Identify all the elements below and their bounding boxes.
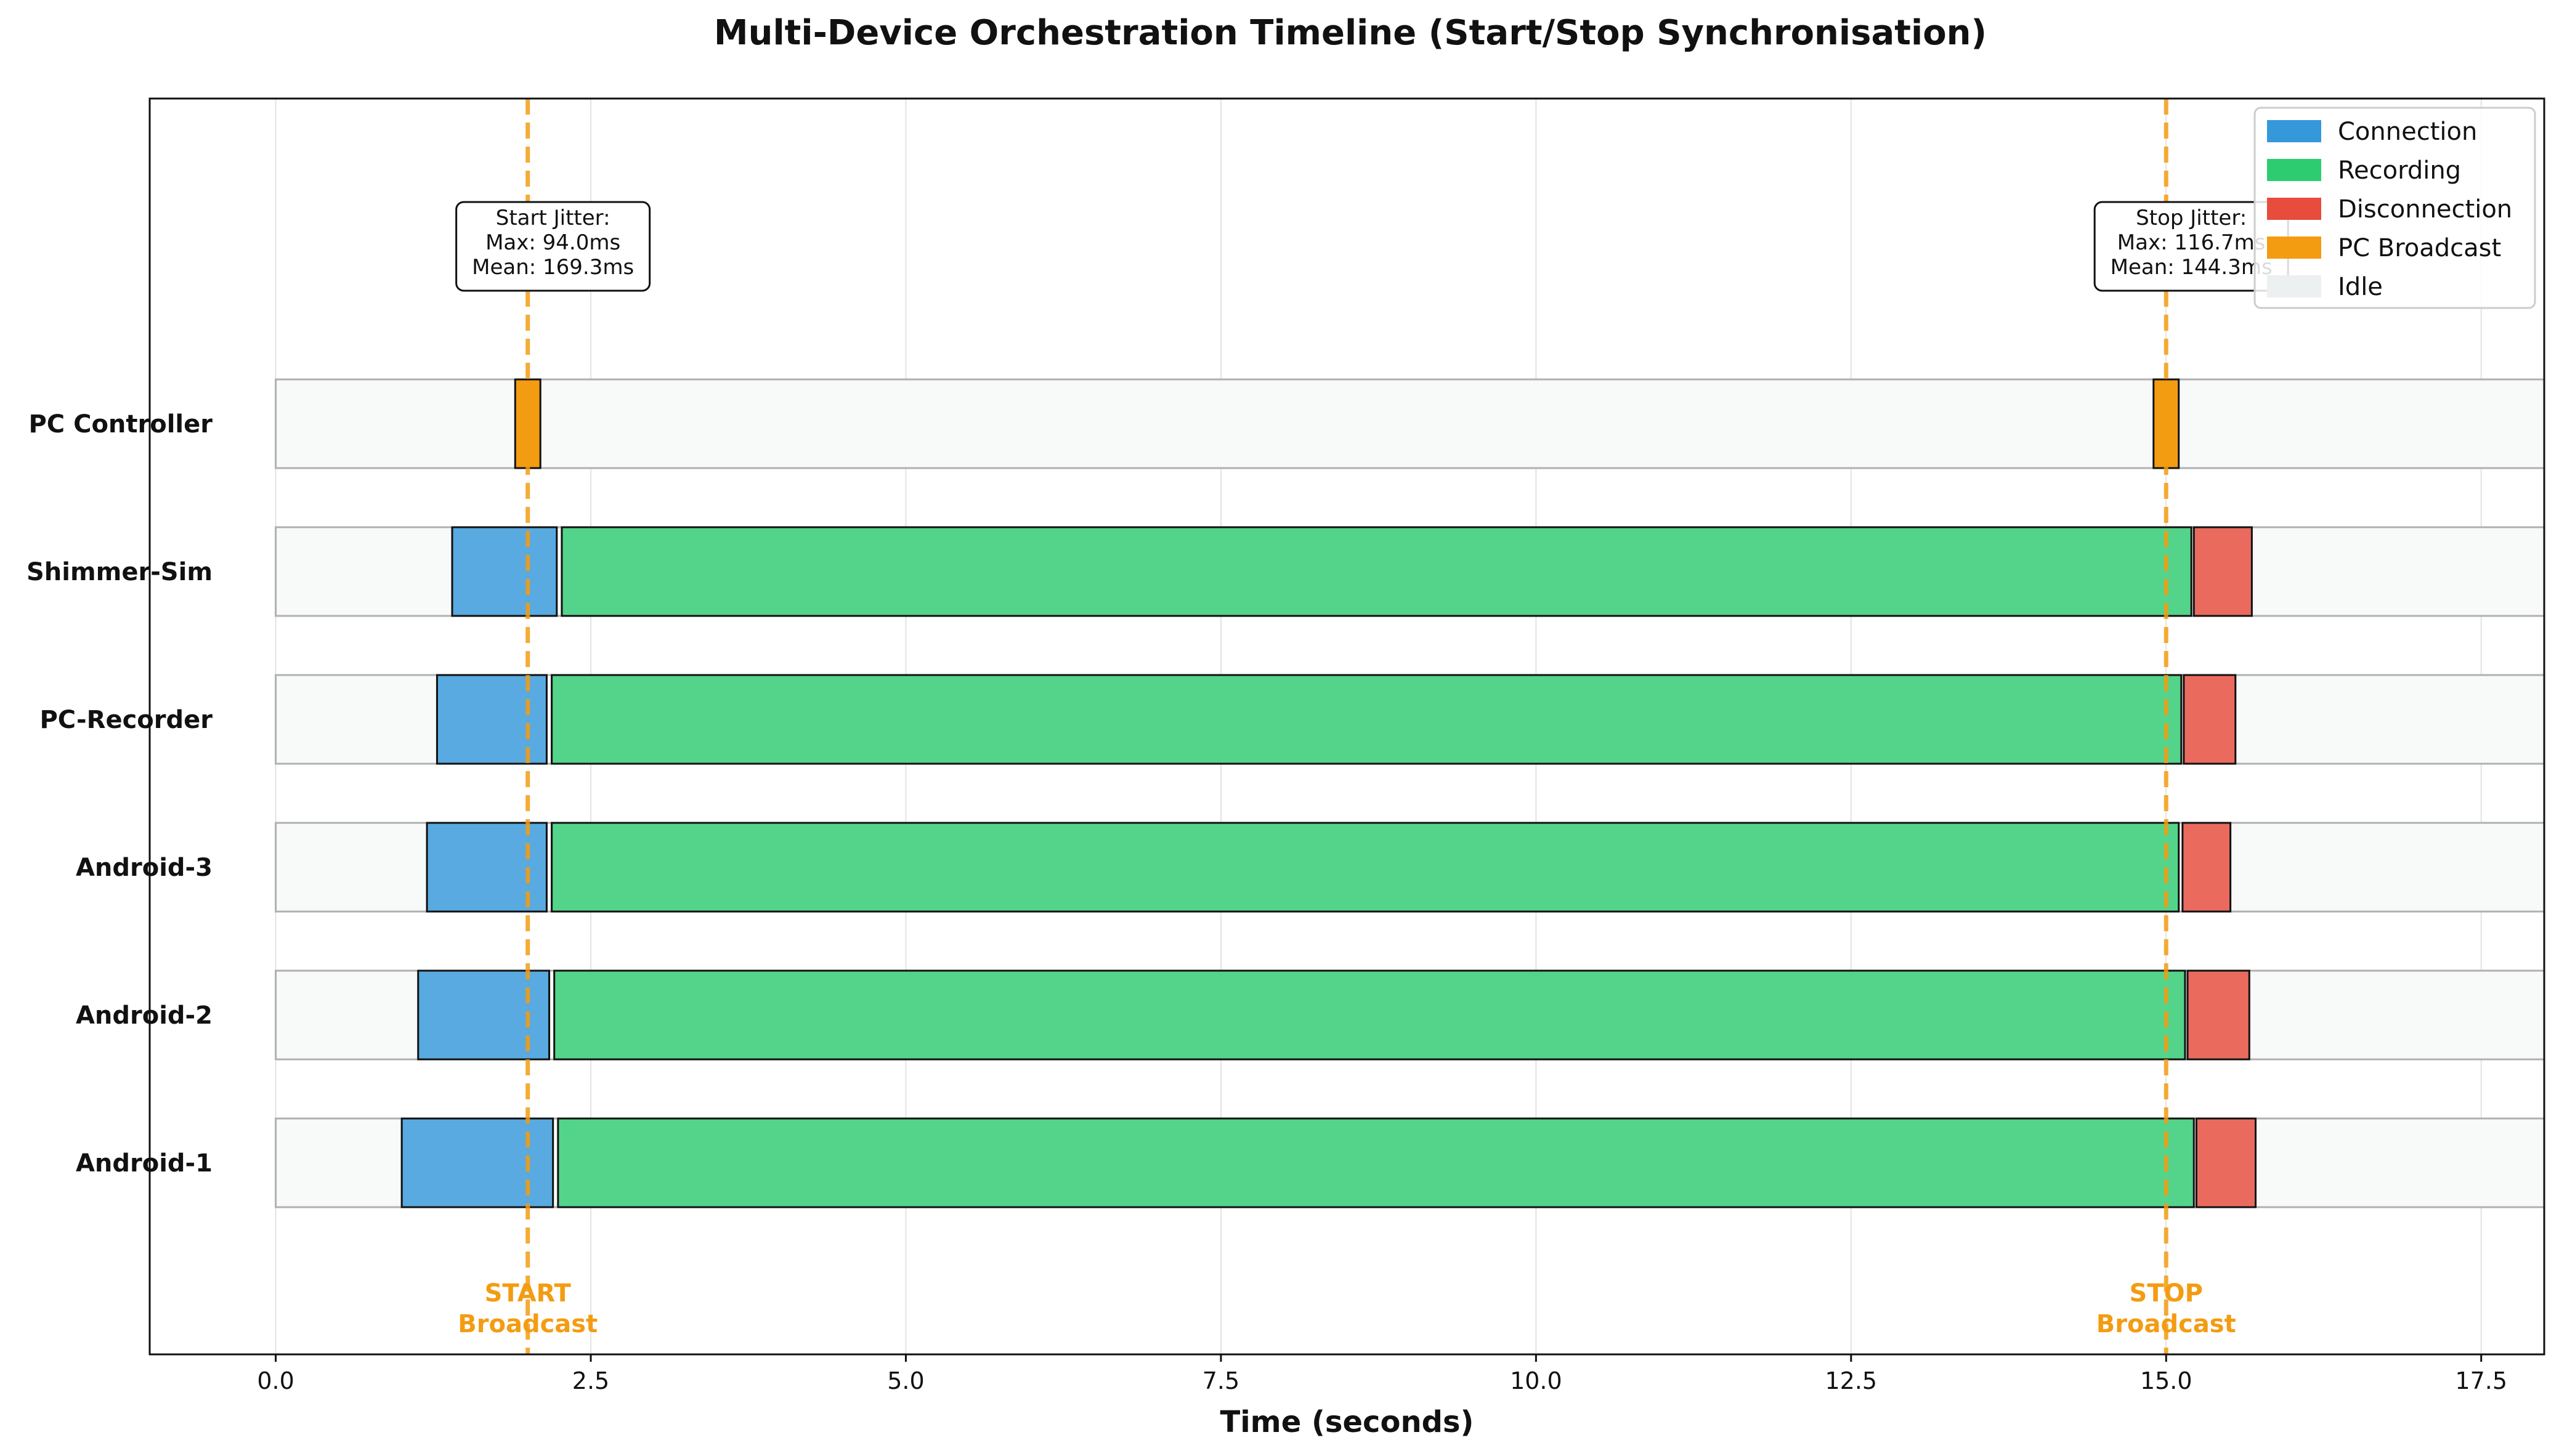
recording-bar [557,1117,2195,1208]
plot-frame [148,97,2545,1356]
device-row [275,378,2545,469]
broadcast-marker-label: START [485,1279,572,1308]
x-tick-label: 7.5 [1202,1367,1239,1394]
broadcast-marker-label: STOP [2130,1279,2203,1308]
jitter-annotation-line: Stop Jitter: [2136,206,2247,230]
recording-bar [551,822,2180,913]
legend-label-recording: Recording [2338,156,2461,185]
connection-bar [400,1117,554,1208]
disconnection-bar [2186,969,2250,1061]
legend-swatch-idle [2267,275,2321,297]
disconnection-bar [2183,674,2237,765]
x-tick-label: 5.0 [887,1367,924,1394]
legend-swatch-disconnection [2267,198,2321,220]
jitter-annotation-line: Max: 94.0ms [485,230,620,255]
recording-bar [551,674,2183,765]
device-label: Android-3 [76,854,213,882]
device-label: Android-2 [76,1001,213,1030]
disconnection-bar [2192,526,2253,617]
legend-label-connection: Connection [2338,118,2477,146]
x-tick-label: 2.5 [572,1367,609,1394]
jitter-annotation-line: Mean: 144.3ms [2111,255,2273,280]
x-tick-label: 0.0 [257,1367,294,1394]
device-row [275,526,2545,617]
jitter-annotation-box [455,201,651,292]
legend-swatch-pc-broadcast [2267,237,2321,259]
jitter-annotation-line: Start Jitter: [496,206,610,230]
ticks-layer: 0.0 2.5 5.0 7.5 10.0 12.5 15.0 17.5 [257,1354,2507,1394]
x-tick-label: 10.0 [1510,1367,1562,1394]
legend-box [2253,107,2536,309]
device-label: Android-1 [76,1149,213,1178]
x-tick-label: 15.0 [2140,1367,2192,1394]
jitter-annotation-line: Mean: 169.3ms [472,255,634,280]
legend-label-pc-broadcast: PC Broadcast [2338,234,2501,262]
legend: Connection Recording Disconnection PC Broad… [2253,107,2536,309]
x-tick-label: 12.5 [1825,1367,1878,1394]
recording-bar [561,526,2192,617]
broadcast-marker-label: Broadcast [458,1310,598,1338]
disconnection-bar [2195,1117,2257,1208]
x-axis-title: Time (seconds) [1220,1405,1474,1439]
device-row [275,1117,2545,1208]
device-label: Shimmer-Sim [26,558,213,586]
recording-bar [553,969,2186,1061]
device-label: PC Controller [28,410,213,439]
device-row [275,822,2545,913]
device-row [275,674,2545,765]
x-tick-label: 17.5 [2455,1367,2507,1394]
legend-label-disconnection: Disconnection [2338,195,2512,224]
device-labels-layer: PC Controller Shimmer-Sim PC-Recorder Andro… [26,410,213,1178]
legend-label-idle: Idle [2338,273,2383,301]
idle-bar [275,378,2545,469]
legend-swatch-recording [2267,159,2321,181]
device-row [275,969,2545,1061]
legend-swatch-connection [2267,120,2321,142]
broadcast-marker-label: Broadcast [2096,1310,2236,1338]
jitter-annotation-line: Max: 116.7ms [2117,230,2266,255]
disconnection-bar [2181,822,2232,913]
connection-bar [436,674,548,765]
connection-bar [451,526,558,617]
device-label: PC-Recorder [39,706,213,734]
chart-title: Multi-Device Orchestration Timeline (Sta… [714,13,1987,53]
